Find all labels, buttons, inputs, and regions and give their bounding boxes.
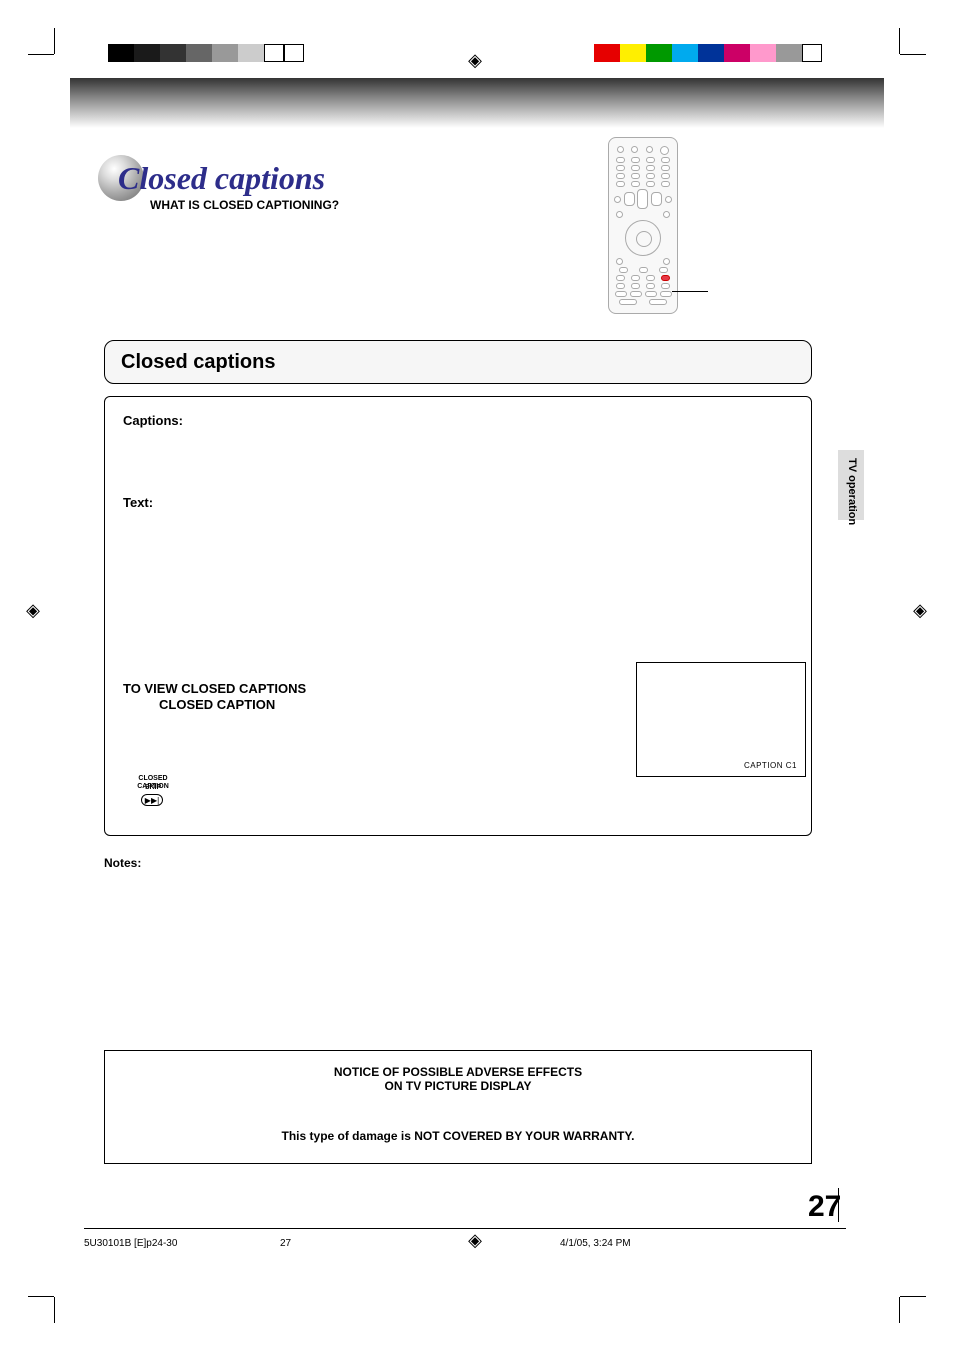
crop-mark (899, 1297, 900, 1323)
page-subtitle: WHAT IS CLOSED CAPTIONING? (150, 198, 339, 212)
text-label: Text: (123, 495, 153, 510)
registration-mark: ◈ (23, 600, 43, 620)
crop-mark (900, 1296, 926, 1297)
tv-preview: CAPTION C1 (636, 662, 806, 777)
notes-label: Notes: (104, 856, 141, 870)
remote-illustration (608, 137, 678, 314)
color-bar-right (594, 44, 822, 62)
notice-box: NOTICE OF POSSIBLE ADVERSE EFFECTS ON TV… (104, 1050, 812, 1164)
registration-mark: ◈ (465, 1230, 485, 1250)
view-heading: TO VIEW CLOSED CAPTIONS (123, 681, 306, 696)
section-header-text: Closed captions (121, 351, 275, 373)
notice-line1: NOTICE OF POSSIBLE ADVERSE EFFECTS (129, 1065, 787, 1079)
footer-rule (84, 1228, 846, 1229)
callout-line (672, 291, 708, 292)
cc-button-icon: ▶▶| (141, 794, 163, 806)
view-sub: CLOSED CAPTION (159, 697, 275, 712)
color-bar-left (108, 44, 304, 62)
crop-mark (28, 54, 54, 55)
crop-mark (28, 1296, 54, 1297)
crop-mark (899, 28, 900, 54)
registration-mark: ◈ (910, 600, 930, 620)
page-number: 27 (808, 1190, 841, 1224)
footer-date: 4/1/05, 3:24 PM (560, 1238, 631, 1249)
footer-file: 5U30101B [E]p24-30 (84, 1238, 177, 1249)
header-gradient (70, 78, 884, 128)
crop-mark (900, 54, 926, 55)
notice-line3: This type of damage is NOT COVERED BY YO… (129, 1129, 787, 1143)
notice-line2: ON TV PICTURE DISPLAY (129, 1079, 787, 1093)
page-number-rule (838, 1188, 839, 1222)
captions-label: Captions: (123, 413, 183, 428)
section-header: Closed captions (104, 340, 812, 384)
crop-mark (54, 1297, 55, 1323)
side-label: TV operation (846, 458, 858, 525)
cc-button-bot-label: SKIP (123, 784, 183, 792)
crop-mark (54, 28, 55, 54)
registration-mark: ◈ (465, 50, 485, 70)
skip-glyph: ▶▶| (145, 796, 159, 805)
footer-page: 27 (280, 1238, 291, 1249)
closed-caption-remote-button (661, 275, 670, 281)
page-title: Closed captions (118, 160, 325, 197)
caption-c1-text: CAPTION C1 (744, 761, 797, 770)
